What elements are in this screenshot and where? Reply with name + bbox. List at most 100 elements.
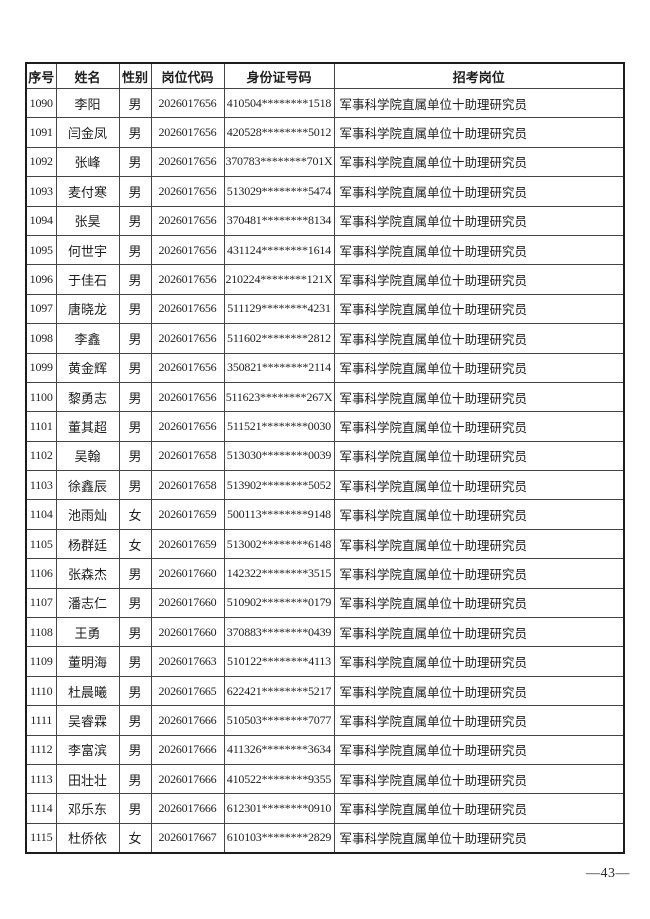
header-cell-name: 姓名 [55, 62, 120, 89]
table-row: 1099 黄金辉男 2026017656 350821********2114 军事科学… [25, 352, 625, 383]
table-row: 1107 潘志仁男 2026017660 510902********0179 军事科学… [25, 587, 625, 619]
cell-job-code: 2026017666 [150, 734, 225, 765]
cell-job-code: 2026017658 [150, 470, 225, 501]
cell-id-number: 513002********6148 [223, 528, 335, 560]
cell-gender: 男 [118, 705, 152, 736]
cell-gender: 男 [118, 617, 152, 648]
cell-position: 军事科学院直属单位十助理研究员 [333, 205, 625, 236]
cell-id-number: 511521********0030 [223, 411, 335, 442]
cell-job-code: 2026017663 [150, 646, 225, 677]
table-row: 1098 李鑫男 2026017656 511602********2812 军事科学院… [25, 323, 625, 354]
cell-id-number: 431124********1614 [223, 234, 335, 266]
table-row: 1096 于佳石男 2026017656 210224********121X 军事科学… [25, 264, 625, 295]
applicant-table: 序号 姓名 性别 岗位代码 身份证号码 招考岗位 1090 李阳男 20260176… [25, 62, 625, 855]
table-row: 1092 张峰男 2026017656 370783********701X 军事科学院… [25, 146, 625, 178]
cell-id-number: 410504********1518 [223, 87, 335, 119]
cell-job-code: 2026017656 [150, 293, 225, 325]
cell-job-code: 2026017666 [150, 793, 225, 824]
cell-job-code: 2026017656 [150, 234, 225, 266]
cell-position: 军事科学院直属单位十助理研究员 [333, 646, 625, 677]
cell-position: 军事科学院直属单位十助理研究员 [333, 323, 625, 354]
cell-gender: 男 [118, 205, 152, 236]
table-row: 1112 李富滨男 2026017666 411326********3634 军事科学… [25, 734, 625, 765]
cell-gender: 女 [118, 499, 152, 530]
cell-name: 潘志仁 [55, 587, 120, 619]
cell-id-number: 420528********5012 [223, 117, 335, 148]
cell-no: 1097 [25, 293, 57, 325]
cell-position: 军事科学院直属单位十助理研究员 [333, 822, 625, 854]
cell-id-number: 513030********0039 [223, 440, 335, 472]
cell-gender: 男 [118, 470, 152, 501]
cell-no: 1113 [25, 763, 57, 795]
cell-id-number: 511623********267X [223, 381, 335, 413]
cell-id-number: 612301********0910 [223, 793, 335, 824]
cell-gender: 男 [118, 440, 152, 472]
cell-no: 1105 [25, 528, 57, 560]
table-row: 1102 吴翰男 2026017658 513030********0039 军事科学院… [25, 440, 625, 472]
cell-job-code: 2026017665 [150, 675, 225, 707]
cell-position: 军事科学院直属单位十助理研究员 [333, 176, 625, 207]
cell-id-number: 511602********2812 [223, 323, 335, 354]
cell-no: 1109 [25, 646, 57, 677]
cell-position: 军事科学院直属单位十助理研究员 [333, 234, 625, 266]
cell-job-code: 2026017660 [150, 558, 225, 589]
table-row: 1094 张昊男 2026017656 370481********8134 军事科学院… [25, 205, 625, 236]
cell-name: 李鑫 [55, 323, 120, 354]
cell-no: 1090 [25, 87, 57, 119]
cell-position: 军事科学院直属单位十助理研究员 [333, 381, 625, 413]
cell-id-number: 510503********7077 [223, 705, 335, 736]
cell-name: 闫金凤 [55, 117, 120, 148]
cell-job-code: 2026017660 [150, 617, 225, 648]
cell-position: 军事科学院直属单位十助理研究员 [333, 587, 625, 619]
cell-position: 军事科学院直属单位十助理研究员 [333, 440, 625, 472]
cell-position: 军事科学院直属单位十助理研究员 [333, 734, 625, 765]
cell-gender: 男 [118, 793, 152, 824]
header-cell-position: 招考岗位 [333, 62, 625, 89]
cell-no: 1093 [25, 176, 57, 207]
cell-job-code: 2026017659 [150, 528, 225, 560]
cell-gender: 男 [118, 146, 152, 178]
cell-name: 何世宇 [55, 234, 120, 266]
cell-no: 1107 [25, 587, 57, 619]
cell-name: 李富滨 [55, 734, 120, 765]
cell-name: 张峰 [55, 146, 120, 178]
cell-no: 1110 [25, 675, 57, 707]
cell-job-code: 2026017656 [150, 205, 225, 236]
cell-name: 黄金辉 [55, 352, 120, 383]
cell-position: 军事科学院直属单位十助理研究员 [333, 793, 625, 824]
cell-no: 1108 [25, 617, 57, 648]
cell-no: 1094 [25, 205, 57, 236]
cell-job-code: 2026017656 [150, 146, 225, 178]
cell-id-number: 370783********701X [223, 146, 335, 178]
cell-id-number: 410522********9355 [223, 763, 335, 795]
cell-name: 李阳 [55, 87, 120, 119]
cell-name: 邓乐东 [55, 793, 120, 824]
cell-no: 1099 [25, 352, 57, 383]
cell-name: 董明海 [55, 646, 120, 677]
table-row: 1110 杜晨曦男 2026017665 622421********5217 军事科学… [25, 675, 625, 707]
cell-position: 军事科学院直属单位十助理研究员 [333, 470, 625, 501]
cell-name: 池雨灿 [55, 499, 120, 530]
cell-id-number: 370481********8134 [223, 205, 335, 236]
cell-job-code: 2026017656 [150, 117, 225, 148]
cell-no: 1102 [25, 440, 57, 472]
table-row: 1103 徐鑫辰男 2026017658 513902********5052 军事科学… [25, 470, 625, 501]
cell-position: 军事科学院直属单位十助理研究员 [333, 146, 625, 178]
cell-id-number: 622421********5217 [223, 675, 335, 707]
cell-no: 1106 [25, 558, 57, 589]
cell-name: 麦付寒 [55, 176, 120, 207]
cell-gender: 男 [118, 87, 152, 119]
cell-name: 田壮壮 [55, 763, 120, 795]
cell-no: 1111 [25, 705, 57, 736]
header-cell-gender: 性别 [118, 62, 152, 89]
table-body: 1090 李阳男 2026017656 410504********1518 军事科学院… [25, 87, 625, 854]
cell-gender: 男 [118, 234, 152, 266]
cell-id-number: 500113********9148 [223, 499, 335, 530]
cell-job-code: 2026017656 [150, 264, 225, 295]
cell-gender: 男 [118, 352, 152, 383]
cell-name: 董其超 [55, 411, 120, 442]
cell-name: 杜晨曦 [55, 675, 120, 707]
cell-id-number: 370883********0439 [223, 617, 335, 648]
cell-gender: 男 [118, 176, 152, 207]
